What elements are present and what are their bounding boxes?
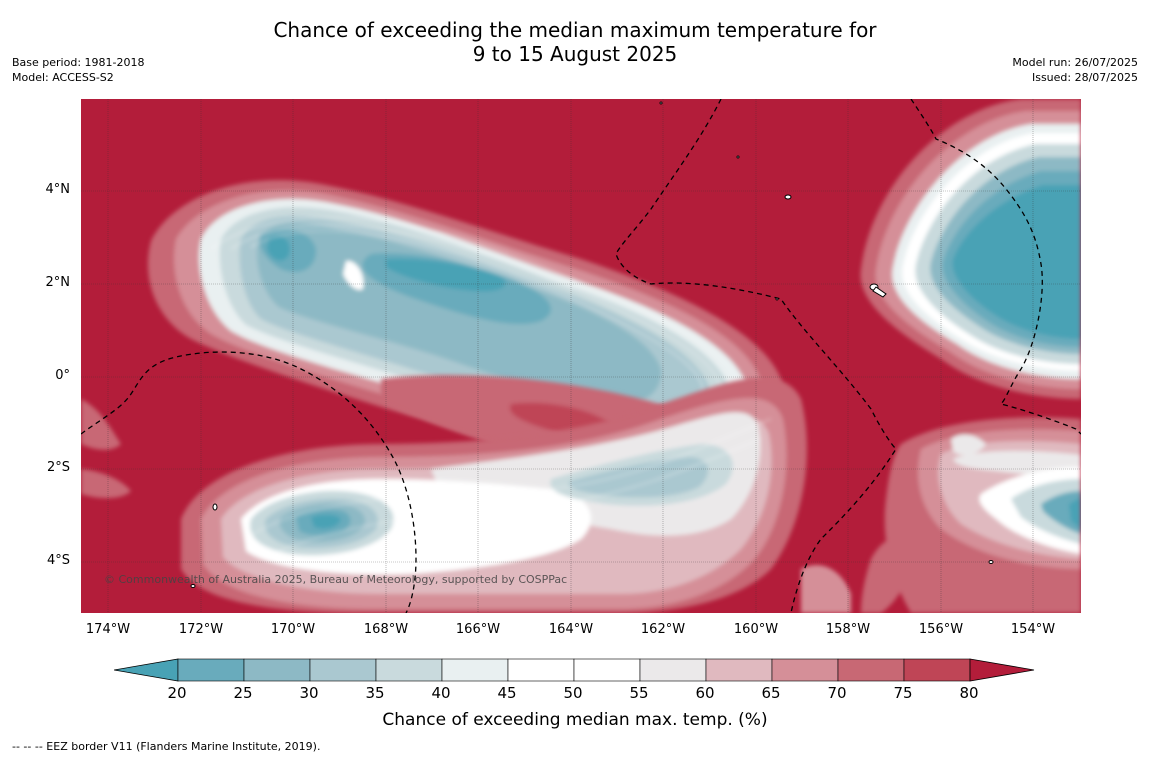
- colorbar-extend-high: [969, 658, 1035, 682]
- lon-label: 168°W: [363, 622, 409, 637]
- colorbar-tick: 20: [167, 684, 187, 702]
- colorbar-tick: 55: [629, 684, 649, 702]
- colorbar-swatch: [837, 658, 905, 682]
- colorbar: [113, 658, 1038, 690]
- colorbar-swatch: [243, 658, 311, 682]
- colorbar-tick: 70: [827, 684, 847, 702]
- colorbar-tick: 30: [299, 684, 319, 702]
- lat-label: 0°: [55, 368, 70, 383]
- model-name: Model: ACCESS-S2: [12, 71, 114, 84]
- title-line-1: Chance of exceeding the median maximum t…: [273, 18, 877, 42]
- colorbar-tick: 40: [431, 684, 451, 702]
- colorbar-tick: 60: [695, 684, 715, 702]
- colorbar-tick: 35: [365, 684, 385, 702]
- colorbar-tick: 25: [233, 684, 253, 702]
- colorbar-swatch: [507, 658, 575, 682]
- issued-date: Issued: 28/07/2025: [1031, 71, 1138, 84]
- cool-region-south-east: [801, 417, 1081, 613]
- lon-label: 158°W: [825, 622, 871, 637]
- model-info: Base period: 1981-2018 Model: ACCESS-S2: [12, 55, 144, 85]
- lat-label: 2°S: [46, 460, 70, 475]
- colorbar-swatch: [441, 658, 509, 682]
- colorbar-swatches: [113, 658, 1035, 682]
- cool-region-south: [181, 377, 807, 613]
- lon-label: 154°W: [1010, 622, 1056, 637]
- lon-label: 174°W: [85, 622, 131, 637]
- run-info: Model run: 26/07/2025 Issued: 28/07/2025: [1012, 55, 1138, 85]
- colorbar-swatch: [705, 658, 773, 682]
- lon-label: 172°W: [178, 622, 224, 637]
- model-run: Model run: 26/07/2025: [1012, 56, 1138, 69]
- copyright-notice: © Commonwealth of Australia 2025, Bureau…: [104, 573, 568, 586]
- colorbar-svg: [113, 658, 1035, 682]
- lon-label: 170°W: [270, 622, 316, 637]
- lat-label: 4°S: [46, 553, 70, 568]
- cool-region-north-east: [860, 99, 1081, 399]
- colorbar-tick: 75: [893, 684, 913, 702]
- warm-light-region-west: [81, 399, 131, 499]
- graticule: [81, 99, 1081, 613]
- lon-label: 162°W: [640, 622, 686, 637]
- eez-borders: [81, 99, 1081, 613]
- lat-label: 4°N: [45, 182, 71, 197]
- colorbar-title: Chance of exceeding median max. temp. (%…: [382, 710, 768, 730]
- base-period: Base period: 1981-2018: [12, 56, 145, 69]
- colorbar-tick: 45: [497, 684, 517, 702]
- colorbar-swatch: [375, 658, 443, 682]
- colorbar-tick: 50: [563, 684, 583, 702]
- map-title: Chance of exceeding the median maximum t…: [0, 18, 1150, 66]
- map-panel: [81, 99, 1081, 613]
- lon-label: 160°W: [733, 622, 779, 637]
- colorbar-swatch: [903, 658, 971, 682]
- lon-label: 164°W: [548, 622, 594, 637]
- colorbar-extend-low: [113, 658, 179, 682]
- lon-label: 166°W: [455, 622, 501, 637]
- colorbar-swatch: [309, 658, 377, 682]
- lon-label: 156°W: [918, 622, 964, 637]
- eez-legend-note: -- -- -- EEZ border V11 (Flanders Marine…: [12, 740, 321, 753]
- colorbar-tick: 65: [761, 684, 781, 702]
- lat-label: 2°N: [45, 275, 71, 290]
- colorbar-swatch: [573, 658, 641, 682]
- colorbar-tick: 80: [959, 684, 979, 702]
- title-line-2: 9 to 15 August 2025: [472, 42, 678, 66]
- colorbar-swatch: [771, 658, 839, 682]
- colorbar-swatch: [177, 658, 245, 682]
- probability-map: [81, 99, 1081, 613]
- colorbar-swatch: [639, 658, 707, 682]
- islands: [190, 101, 994, 588]
